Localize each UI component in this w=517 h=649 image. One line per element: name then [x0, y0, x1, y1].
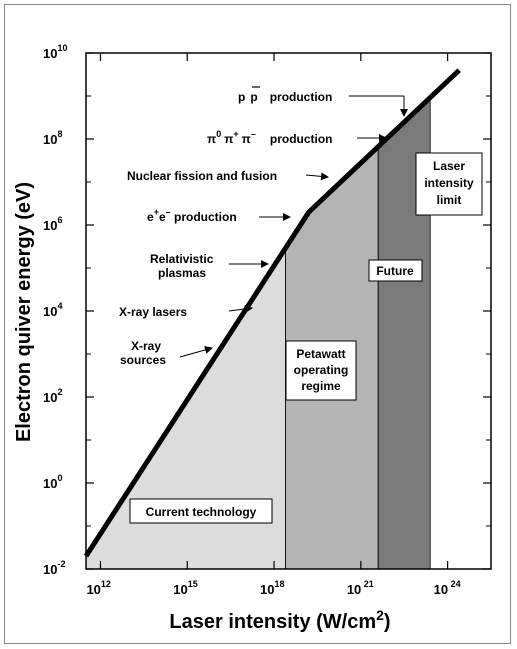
- future-box: [368, 259, 423, 282]
- annotation-arrows: [179, 95, 408, 358]
- y-tick-label-2: 102: [43, 387, 62, 405]
- arrow-xray-sources: [179, 346, 213, 358]
- x-tick-label-1: 1015: [173, 579, 197, 597]
- x-axis-title: Laser intensity (W/cm2): [169, 607, 390, 633]
- annotation-pi: π0 π+ π– production: [207, 129, 333, 146]
- laser-limit-label-2: intensity: [424, 176, 474, 190]
- current-technology-label: Current technology: [146, 505, 257, 519]
- petawatt-label-3: regime: [301, 379, 341, 393]
- annotation-xray-sources-1: X-ray: [131, 339, 161, 353]
- petawatt-label-2: operating: [294, 363, 349, 377]
- y-tick-label-6: 1010: [43, 43, 67, 61]
- x-tick-label-4: 10 24: [434, 579, 461, 597]
- x-tick-label-2: 1018: [260, 579, 284, 597]
- laser-limit-label-1: Laser: [433, 159, 465, 173]
- arrow-fission: [305, 172, 329, 181]
- future-label: Future: [376, 264, 414, 278]
- annotation-relativistic-2: plasmas: [158, 266, 206, 280]
- laser-limit-box: [415, 152, 483, 216]
- x-tick-label-0: 1012: [86, 579, 110, 597]
- y-tick-label-0: 10-2: [43, 559, 65, 577]
- annotation-fission: Nuclear fission and fusion: [127, 169, 277, 183]
- y-axis-title: Electron quiver energy (eV): [13, 182, 35, 442]
- annotation-xray-sources-2: sources: [120, 353, 166, 367]
- y-tick-label-4: 106: [43, 215, 62, 233]
- figure-frame: [4, 4, 511, 644]
- ticks-layer: 1012 1015 1018 10 21 10 2410-210010210410610…: [43, 43, 491, 597]
- y-tick-label-1: 100: [43, 473, 62, 491]
- arrow-xray-lasers: [228, 304, 253, 313]
- y-tick-label-5: 108: [43, 129, 62, 147]
- y-tick-label-3: 104: [43, 301, 62, 319]
- current-technology-box: [129, 498, 273, 524]
- laser-limit-label-3: limit: [437, 193, 462, 207]
- annotation-ee: e+e– production: [147, 207, 237, 224]
- series-line: [83, 68, 461, 558]
- annotation-relativistic-1: Relativistic: [150, 252, 214, 266]
- petawatt-label-1: Petawatt: [296, 347, 345, 361]
- x-tick-label-3: 10 21: [347, 579, 374, 597]
- annotation-xray-lasers: X-ray lasers: [119, 305, 187, 319]
- annotation-pp: p p production: [238, 90, 332, 104]
- petawatt-box: [285, 340, 357, 401]
